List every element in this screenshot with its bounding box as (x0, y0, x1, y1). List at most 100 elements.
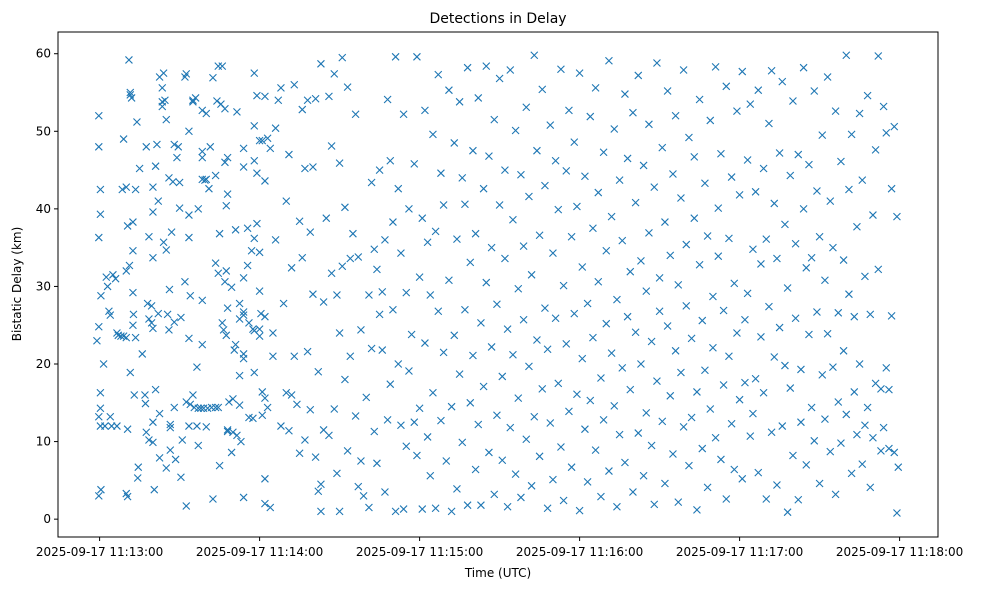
data-point-x-marker (629, 108, 637, 117)
data-point-x-marker (113, 329, 121, 337)
data-point-x-marker (198, 296, 207, 305)
data-point-x-marker (685, 133, 693, 142)
data-point-x-marker (426, 471, 435, 480)
data-point-x-marker (170, 140, 179, 149)
data-point-x-marker (765, 302, 773, 311)
data-point-x-marker (182, 502, 191, 510)
data-point-x-marker (437, 416, 445, 425)
data-point-x-marker (99, 360, 108, 368)
data-point-x-marker (554, 205, 563, 214)
data-point-x-marker (650, 183, 659, 192)
data-point-x-marker (222, 267, 231, 275)
data-point-x-marker (189, 97, 197, 106)
data-point-x-marker (567, 232, 576, 241)
data-point-x-marker (198, 153, 207, 162)
data-point-x-marker (367, 178, 376, 187)
data-point-x-marker (482, 278, 491, 287)
data-point-x-marker (162, 464, 171, 472)
data-point-x-marker (797, 365, 805, 374)
data-point-x-marker (290, 80, 299, 89)
data-point-x-marker (671, 111, 680, 120)
data-point-x-marker (477, 319, 485, 327)
data-point-x-marker (311, 453, 320, 461)
data-point-x-marker (218, 62, 227, 71)
data-point-x-marker (141, 391, 149, 399)
data-point-x-marker (239, 493, 248, 502)
data-point-x-marker (743, 156, 752, 164)
data-point-x-marker (330, 70, 339, 78)
data-point-x-marker (530, 412, 539, 421)
data-point-x-marker (235, 299, 244, 308)
data-point-x-marker (421, 106, 429, 115)
data-point-x-marker (759, 164, 768, 173)
data-point-x-marker (751, 187, 760, 196)
data-point-x-marker (343, 83, 352, 91)
data-point-x-marker (367, 344, 376, 353)
data-point-x-marker (415, 404, 424, 413)
data-point-x-marker (309, 290, 317, 299)
data-point-x-marker (209, 495, 217, 503)
data-point-x-marker (205, 184, 213, 193)
data-point-x-marker (175, 178, 184, 187)
data-point-x-marker (373, 265, 381, 274)
data-point-x-marker (458, 438, 467, 447)
data-point-x-marker (383, 95, 392, 104)
data-point-x-marker (177, 473, 185, 482)
data-point-x-marker (261, 394, 269, 403)
data-point-x-marker (754, 86, 763, 95)
data-point-x-marker (469, 351, 477, 360)
data-point-x-marker (453, 235, 461, 244)
data-point-x-marker (794, 495, 803, 504)
data-point-x-marker (277, 422, 285, 430)
data-point-x-marker (258, 136, 267, 145)
data-point-x-marker (746, 100, 755, 109)
data-point-x-marker (269, 352, 277, 361)
data-point-x-marker (458, 173, 467, 182)
data-point-x-marker (605, 467, 613, 475)
data-point-x-marker (399, 110, 408, 119)
data-point-x-marker (243, 261, 252, 270)
data-point-x-marker (501, 254, 509, 263)
data-point-x-marker (695, 95, 704, 104)
data-point-x-marker (714, 252, 723, 261)
data-point-x-marker (129, 288, 137, 297)
data-point-x-marker (357, 325, 365, 334)
data-point-x-marker (789, 451, 797, 460)
data-point-x-marker (759, 388, 768, 397)
data-point-x-marker (885, 444, 893, 453)
data-point-x-marker (482, 62, 491, 71)
data-point-x-marker (402, 288, 411, 297)
data-point-x-marker (479, 382, 488, 391)
data-point-x-marker (669, 450, 677, 458)
data-point-x-marker (511, 126, 520, 135)
data-point-x-marker (591, 446, 600, 455)
data-point-x-marker (773, 254, 781, 263)
data-point-x-marker (298, 253, 307, 262)
data-point-x-marker (415, 273, 424, 282)
data-point-x-marker (170, 403, 179, 412)
data-point-x-marker (746, 432, 755, 441)
data-point-x-marker (837, 157, 845, 166)
data-point-x-marker (442, 457, 451, 465)
data-point-x-marker (522, 435, 531, 444)
data-point-x-marker (149, 183, 157, 192)
data-point-x-marker (287, 263, 296, 272)
data-point-x-marker (834, 398, 843, 406)
data-point-x-marker (163, 310, 172, 319)
data-point-x-marker (519, 315, 528, 324)
data-point-x-marker (527, 270, 536, 279)
data-point-x-marker (618, 364, 627, 372)
data-point-x-marker (519, 242, 528, 250)
data-point-x-marker (717, 455, 725, 464)
data-point-x-marker (394, 184, 403, 193)
data-point-x-marker (227, 283, 236, 292)
data-point-x-marker (570, 138, 579, 147)
data-point-x-marker (154, 309, 163, 318)
data-point-x-marker (594, 188, 603, 197)
data-point-x-marker (786, 171, 795, 180)
data-point-x-marker (767, 428, 776, 437)
data-point-x-marker (122, 333, 131, 342)
data-point-x-marker (434, 70, 443, 79)
data-point-x-marker (645, 229, 653, 237)
data-point-x-marker (322, 214, 331, 223)
